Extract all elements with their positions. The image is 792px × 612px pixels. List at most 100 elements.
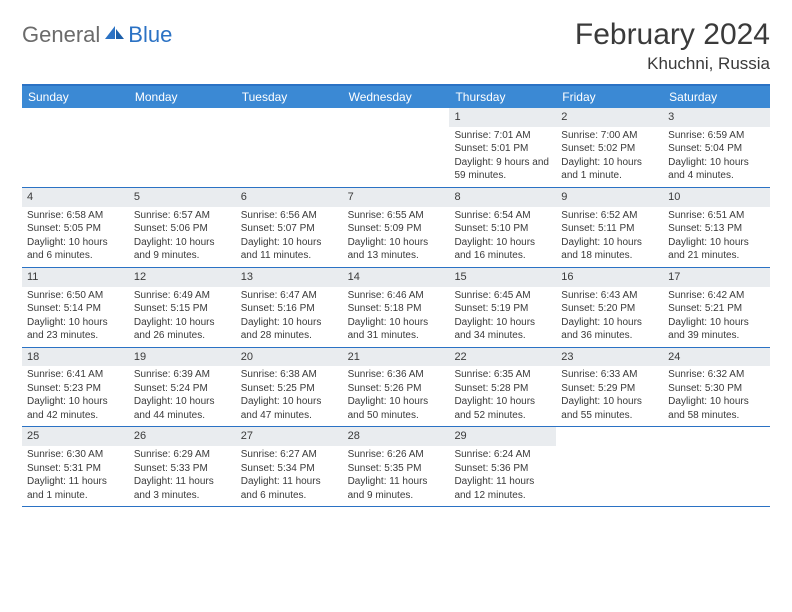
daylight-text: Daylight: 11 hours and 3 minutes. xyxy=(134,475,231,502)
sunset-text: Sunset: 5:09 PM xyxy=(348,222,445,236)
day-number: 25 xyxy=(22,427,129,446)
calendar-cell: 19Sunrise: 6:39 AMSunset: 5:24 PMDayligh… xyxy=(129,348,236,427)
sunset-text: Sunset: 5:02 PM xyxy=(561,142,658,156)
day-info: Sunrise: 6:33 AMSunset: 5:29 PMDaylight:… xyxy=(556,366,663,426)
day-number: 7 xyxy=(343,188,450,207)
calendar-cell xyxy=(556,427,663,506)
daylight-text: Daylight: 10 hours and 18 minutes. xyxy=(561,236,658,263)
sunrise-text: Sunrise: 6:55 AM xyxy=(348,209,445,223)
day-number: 23 xyxy=(556,348,663,367)
day-info: Sunrise: 6:26 AMSunset: 5:35 PMDaylight:… xyxy=(343,446,450,506)
sunrise-text: Sunrise: 6:26 AM xyxy=(348,448,445,462)
title-block: February 2024 Khuchni, Russia xyxy=(575,18,770,74)
day-header-cell: Tuesday xyxy=(236,86,343,108)
calendar-week: 4Sunrise: 6:58 AMSunset: 5:05 PMDaylight… xyxy=(22,188,770,268)
daylight-text: Daylight: 10 hours and 16 minutes. xyxy=(454,236,551,263)
sunrise-text: Sunrise: 6:30 AM xyxy=(27,448,124,462)
day-number xyxy=(343,108,450,127)
daylight-text: Daylight: 10 hours and 9 minutes. xyxy=(134,236,231,263)
day-number: 6 xyxy=(236,188,343,207)
sunset-text: Sunset: 5:31 PM xyxy=(27,462,124,476)
sunset-text: Sunset: 5:36 PM xyxy=(454,462,551,476)
calendar-cell: 16Sunrise: 6:43 AMSunset: 5:20 PMDayligh… xyxy=(556,268,663,347)
day-header-cell: Monday xyxy=(129,86,236,108)
daylight-text: Daylight: 10 hours and 39 minutes. xyxy=(668,316,765,343)
sunrise-text: Sunrise: 6:42 AM xyxy=(668,289,765,303)
sunset-text: Sunset: 5:19 PM xyxy=(454,302,551,316)
sunset-text: Sunset: 5:35 PM xyxy=(348,462,445,476)
logo: General Blue xyxy=(22,18,172,48)
daylight-text: Daylight: 10 hours and 26 minutes. xyxy=(134,316,231,343)
day-info: Sunrise: 6:55 AMSunset: 5:09 PMDaylight:… xyxy=(343,207,450,267)
logo-text-general: General xyxy=(22,22,100,48)
calendar-cell: 8Sunrise: 6:54 AMSunset: 5:10 PMDaylight… xyxy=(449,188,556,267)
day-number xyxy=(556,427,663,446)
calendar-week: 11Sunrise: 6:50 AMSunset: 5:14 PMDayligh… xyxy=(22,268,770,348)
daylight-text: Daylight: 10 hours and 21 minutes. xyxy=(668,236,765,263)
sunrise-text: Sunrise: 7:01 AM xyxy=(454,129,551,143)
daylight-text: Daylight: 10 hours and 50 minutes. xyxy=(348,395,445,422)
daylight-text: Daylight: 10 hours and 13 minutes. xyxy=(348,236,445,263)
day-number: 24 xyxy=(663,348,770,367)
sunset-text: Sunset: 5:20 PM xyxy=(561,302,658,316)
calendar-cell: 4Sunrise: 6:58 AMSunset: 5:05 PMDaylight… xyxy=(22,188,129,267)
day-info: Sunrise: 6:57 AMSunset: 5:06 PMDaylight:… xyxy=(129,207,236,267)
daylight-text: Daylight: 11 hours and 9 minutes. xyxy=(348,475,445,502)
calendar-cell: 18Sunrise: 6:41 AMSunset: 5:23 PMDayligh… xyxy=(22,348,129,427)
day-info: Sunrise: 6:32 AMSunset: 5:30 PMDaylight:… xyxy=(663,366,770,426)
day-number: 12 xyxy=(129,268,236,287)
day-number: 21 xyxy=(343,348,450,367)
day-info: Sunrise: 6:36 AMSunset: 5:26 PMDaylight:… xyxy=(343,366,450,426)
day-info: Sunrise: 6:49 AMSunset: 5:15 PMDaylight:… xyxy=(129,287,236,347)
daylight-text: Daylight: 10 hours and 55 minutes. xyxy=(561,395,658,422)
day-header-cell: Sunday xyxy=(22,86,129,108)
sunset-text: Sunset: 5:23 PM xyxy=(27,382,124,396)
day-info: Sunrise: 6:39 AMSunset: 5:24 PMDaylight:… xyxy=(129,366,236,426)
day-number: 28 xyxy=(343,427,450,446)
sunset-text: Sunset: 5:06 PM xyxy=(134,222,231,236)
sunset-text: Sunset: 5:01 PM xyxy=(454,142,551,156)
header: General Blue February 2024 Khuchni, Russ… xyxy=(22,18,770,74)
sunset-text: Sunset: 5:11 PM xyxy=(561,222,658,236)
calendar-cell: 23Sunrise: 6:33 AMSunset: 5:29 PMDayligh… xyxy=(556,348,663,427)
logo-sail-icon xyxy=(104,24,126,47)
calendar-cell xyxy=(129,108,236,187)
sunrise-text: Sunrise: 6:27 AM xyxy=(241,448,338,462)
daylight-text: Daylight: 11 hours and 6 minutes. xyxy=(241,475,338,502)
sunrise-text: Sunrise: 6:52 AM xyxy=(561,209,658,223)
sunrise-text: Sunrise: 6:33 AM xyxy=(561,368,658,382)
calendar-cell: 17Sunrise: 6:42 AMSunset: 5:21 PMDayligh… xyxy=(663,268,770,347)
sunset-text: Sunset: 5:34 PM xyxy=(241,462,338,476)
sunset-text: Sunset: 5:18 PM xyxy=(348,302,445,316)
sunrise-text: Sunrise: 6:32 AM xyxy=(668,368,765,382)
day-number: 9 xyxy=(556,188,663,207)
day-number: 2 xyxy=(556,108,663,127)
logo-text-blue: Blue xyxy=(128,22,172,48)
day-info: Sunrise: 6:41 AMSunset: 5:23 PMDaylight:… xyxy=(22,366,129,426)
day-number: 19 xyxy=(129,348,236,367)
day-number: 14 xyxy=(343,268,450,287)
calendar-cell: 11Sunrise: 6:50 AMSunset: 5:14 PMDayligh… xyxy=(22,268,129,347)
calendar-cell: 1Sunrise: 7:01 AMSunset: 5:01 PMDaylight… xyxy=(449,108,556,187)
calendar-cell: 12Sunrise: 6:49 AMSunset: 5:15 PMDayligh… xyxy=(129,268,236,347)
day-number xyxy=(129,108,236,127)
day-number: 20 xyxy=(236,348,343,367)
sunrise-text: Sunrise: 6:36 AM xyxy=(348,368,445,382)
day-info: Sunrise: 6:51 AMSunset: 5:13 PMDaylight:… xyxy=(663,207,770,267)
location-label: Khuchni, Russia xyxy=(575,54,770,74)
daylight-text: Daylight: 10 hours and 6 minutes. xyxy=(27,236,124,263)
daylight-text: Daylight: 10 hours and 42 minutes. xyxy=(27,395,124,422)
day-info: Sunrise: 6:38 AMSunset: 5:25 PMDaylight:… xyxy=(236,366,343,426)
sunrise-text: Sunrise: 6:46 AM xyxy=(348,289,445,303)
sunrise-text: Sunrise: 6:24 AM xyxy=(454,448,551,462)
calendar-cell: 3Sunrise: 6:59 AMSunset: 5:04 PMDaylight… xyxy=(663,108,770,187)
calendar-cell: 10Sunrise: 6:51 AMSunset: 5:13 PMDayligh… xyxy=(663,188,770,267)
sunrise-text: Sunrise: 6:39 AM xyxy=(134,368,231,382)
sunrise-text: Sunrise: 6:29 AM xyxy=(134,448,231,462)
day-header-cell: Wednesday xyxy=(343,86,450,108)
day-number: 11 xyxy=(22,268,129,287)
day-number: 27 xyxy=(236,427,343,446)
daylight-text: Daylight: 10 hours and 11 minutes. xyxy=(241,236,338,263)
calendar-week: 18Sunrise: 6:41 AMSunset: 5:23 PMDayligh… xyxy=(22,348,770,428)
calendar-cell xyxy=(22,108,129,187)
